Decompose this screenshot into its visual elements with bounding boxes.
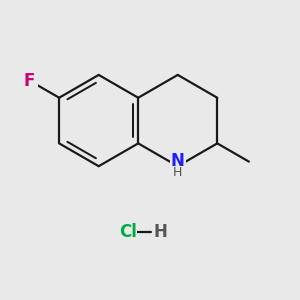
Bar bbox=[118, 225, 137, 240]
Text: H: H bbox=[173, 166, 182, 179]
Text: Cl: Cl bbox=[119, 224, 137, 242]
Bar bbox=[154, 225, 166, 240]
Bar bbox=[21, 74, 38, 87]
Text: N: N bbox=[171, 152, 185, 170]
Bar bbox=[169, 158, 186, 174]
Text: F: F bbox=[24, 72, 35, 90]
Text: H: H bbox=[153, 224, 167, 242]
